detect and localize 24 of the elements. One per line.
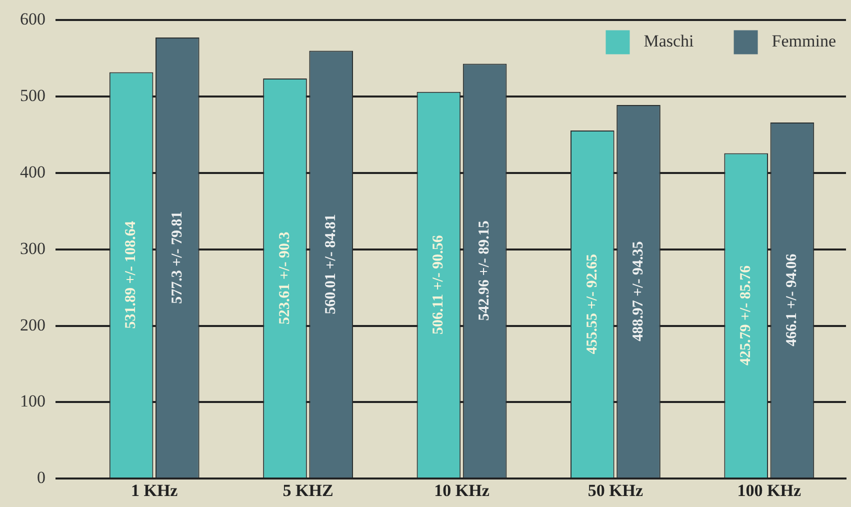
data-label: 577.3 +/- 79.81 [169, 211, 186, 304]
data-label: 523.61 +/- 90.3 [276, 232, 293, 324]
y-tick-label: 200 [20, 315, 46, 334]
data-label: 466.1 +/- 94.06 [784, 253, 800, 346]
data-label: 542.96 +/- 89.15 [476, 220, 493, 321]
data-label: 531.89 +/- 108.64 [123, 220, 140, 329]
data-label: 506.11 +/- 90.56 [430, 234, 447, 334]
y-tick-label: 400 [20, 162, 46, 182]
legend-label: Femmine [772, 32, 836, 51]
data-label: 455.55 +/- 92.65 [584, 254, 600, 354]
legend-label: Maschi [644, 32, 694, 51]
x-tick-label: 100 KHz [737, 481, 802, 500]
y-tick-label: 300 [20, 238, 46, 258]
x-tick-label: 50 KHz [588, 481, 644, 500]
data-label: 425.79 +/- 85.76 [738, 264, 754, 366]
x-tick-label: 1 KHz [130, 481, 178, 500]
x-tick-label: 10 KHz [434, 481, 490, 500]
y-tick-label: 100 [20, 392, 46, 411]
x-tick-label: 5 KHZ [282, 481, 334, 500]
y-tick-label: 500 [20, 86, 46, 106]
y-tick-label: 0 [37, 468, 46, 488]
y-tick-label: 600 [20, 10, 46, 29]
data-label: 488.97 +/- 94.35 [630, 241, 646, 342]
data-label: 560.01 +/- 84.81 [322, 214, 339, 314]
